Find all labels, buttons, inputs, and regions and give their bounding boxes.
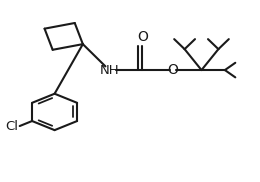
Text: O: O xyxy=(168,63,179,77)
Text: O: O xyxy=(138,30,148,44)
Text: NH: NH xyxy=(99,64,119,77)
Text: Cl: Cl xyxy=(5,120,18,132)
